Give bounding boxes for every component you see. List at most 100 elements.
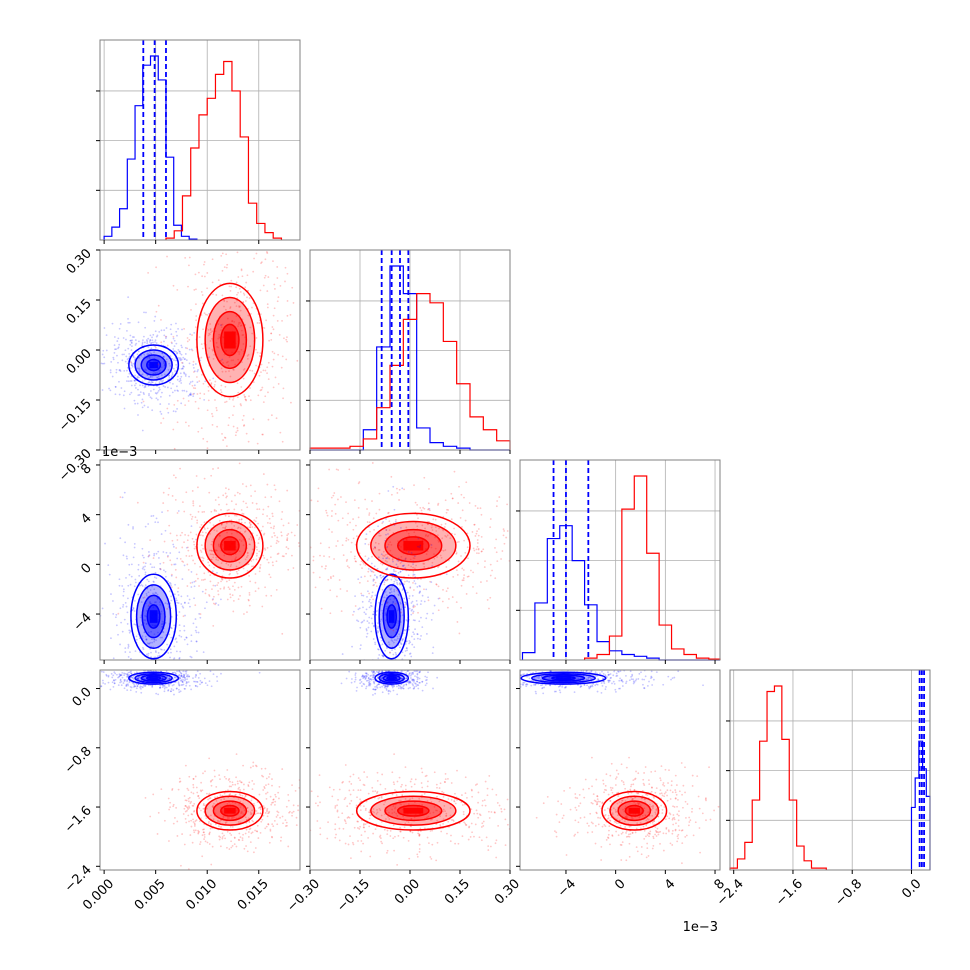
- scatter-point: [182, 606, 185, 609]
- scatter-point: [272, 328, 275, 331]
- scatter-point: [177, 681, 180, 684]
- scatter-point: [206, 272, 209, 274]
- scatter-point: [266, 306, 269, 309]
- scatter-point: [204, 528, 206, 530]
- scatter-point: [366, 580, 369, 583]
- scatter-point: [136, 367, 139, 370]
- scatter-point: [210, 863, 213, 866]
- scatter-point: [435, 583, 438, 586]
- scatter-point: [362, 562, 365, 565]
- p32-fills: [521, 672, 667, 830]
- scatter-point: [368, 521, 371, 524]
- scatter-point: [192, 792, 195, 795]
- scatter-point: [409, 587, 412, 589]
- scatter-point: [432, 518, 435, 521]
- scatter-point: [92, 566, 94, 568]
- scatter-point: [202, 651, 205, 654]
- scatter-point: [216, 675, 218, 678]
- scatter-point: [223, 545, 226, 548]
- scatter-point: [191, 515, 194, 518]
- scatter-point: [152, 360, 155, 362]
- scatter-point: [195, 475, 198, 477]
- scatter-point: [181, 367, 184, 370]
- scatter-point: [224, 308, 227, 311]
- scatter-point: [195, 640, 198, 643]
- scatter-point: [272, 825, 275, 828]
- scatter-point: [247, 599, 250, 602]
- scatter-point: [205, 601, 208, 604]
- scatter-point: [399, 570, 402, 573]
- scatter-point: [271, 365, 274, 368]
- scatter-point: [196, 681, 199, 683]
- scatter-point: [127, 380, 130, 383]
- scatter-point: [123, 618, 126, 621]
- scatter-point: [421, 540, 424, 543]
- scatter-point: [266, 815, 269, 818]
- scatter-point: [242, 538, 245, 541]
- scatter-point: [434, 536, 437, 539]
- scatter-point: [337, 498, 339, 501]
- scatter-point: [416, 680, 419, 683]
- scatter-point: [152, 667, 154, 669]
- scatter-point: [134, 578, 137, 581]
- scatter-point: [183, 625, 186, 627]
- scatter-point: [311, 525, 313, 527]
- scatter-point: [168, 677, 171, 680]
- scatter-point: [153, 576, 156, 579]
- scatter-point: [417, 832, 419, 835]
- scatter-point: [186, 663, 188, 665]
- scatter-point: [231, 320, 233, 323]
- scatter-point: [220, 598, 222, 601]
- scatter-point: [126, 358, 129, 361]
- scatter-point: [461, 525, 463, 528]
- scatter-point: [390, 667, 392, 669]
- scatter-point: [235, 548, 238, 551]
- scatter-point: [367, 626, 370, 629]
- scatter-point: [210, 474, 213, 477]
- scatter-point: [160, 677, 163, 680]
- scatter-point: [136, 353, 139, 356]
- scatter-point: [148, 377, 150, 379]
- scatter-point: [229, 565, 232, 568]
- scatter-point: [483, 799, 486, 801]
- scatter-point: [229, 593, 232, 596]
- scatter-point: [96, 385, 98, 387]
- scatter-point: [377, 648, 379, 650]
- scatter-point: [271, 784, 273, 787]
- scatter-point: [194, 400, 197, 403]
- scatter-point: [171, 684, 174, 687]
- scatter-point: [153, 359, 156, 362]
- scatter-point: [280, 836, 283, 839]
- scatter-point: [377, 683, 379, 686]
- scatter-point: [473, 549, 476, 552]
- scatter-point: [113, 665, 115, 667]
- scatter-point: [209, 327, 212, 330]
- scatter-point: [378, 807, 381, 810]
- scatter-point: [425, 633, 428, 635]
- scatter-point: [199, 549, 202, 552]
- scatter-point: [431, 529, 434, 532]
- scatter-point: [379, 534, 382, 537]
- scatter-point: [214, 499, 217, 501]
- scatter-point: [148, 363, 151, 366]
- scatter-point: [183, 510, 186, 513]
- scatter-point: [156, 334, 159, 337]
- scatter-point: [156, 366, 159, 368]
- scatter-point: [370, 678, 372, 680]
- scatter-point: [441, 537, 444, 540]
- scatter-point: [480, 513, 483, 516]
- scatter-point: [541, 514, 543, 516]
- scatter-point: [237, 797, 240, 800]
- scatter-point: [177, 510, 180, 512]
- scatter-point: [397, 684, 400, 687]
- scatter-point: [296, 524, 299, 526]
- scatter-point: [196, 381, 199, 383]
- scatter-point: [211, 588, 213, 591]
- scatter-point: [155, 365, 158, 368]
- scatter-point: [209, 827, 212, 830]
- scatter-point: [112, 613, 115, 615]
- scatter-point: [220, 389, 222, 391]
- scatter-point: [460, 801, 463, 803]
- scatter-point: [210, 331, 212, 334]
- scatter-point: [134, 581, 137, 584]
